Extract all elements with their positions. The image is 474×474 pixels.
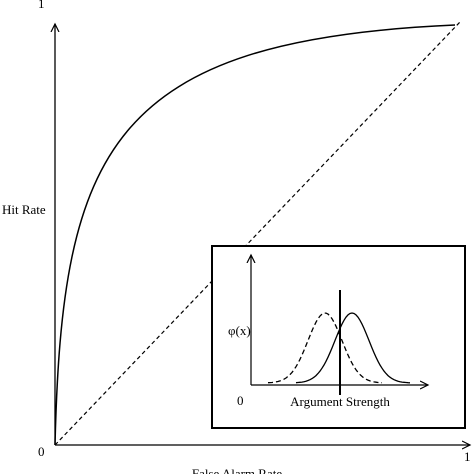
roc-curve (54, 24, 456, 446)
inset-y-label: φ(x) (228, 323, 251, 338)
y-axis-label: Hit Rate (2, 202, 46, 217)
inset-x-label: Argument Strength (290, 394, 390, 409)
x-axis-label: False Alarm Rate (192, 466, 282, 474)
signal-distribution (295, 312, 411, 384)
inset: φ(x) 0 Argument Strength (211, 245, 466, 429)
noise-distribution (267, 312, 383, 384)
origin-label: 0 (38, 444, 45, 459)
inset-origin-label: 0 (237, 393, 244, 408)
inset-frame (211, 245, 466, 429)
y-max-label: 1 (38, 0, 45, 11)
x-max-label: 1 (464, 449, 471, 464)
